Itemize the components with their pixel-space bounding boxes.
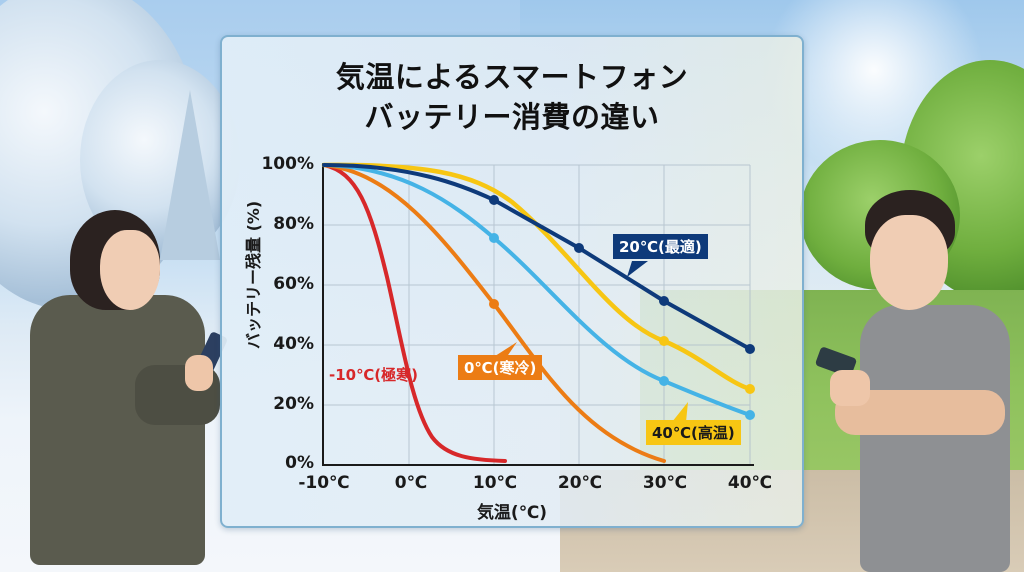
annotation-minus10-extreme-cold: -10℃(極寒)	[329, 366, 418, 384]
axes	[322, 163, 754, 466]
annotation-40c-hot: 40℃(高温)	[646, 420, 741, 445]
series-yellow-line	[321, 162, 753, 392]
face	[100, 230, 160, 310]
title-line-1: 気温によるスマートフォン	[335, 60, 689, 94]
woman-in-winter-coat	[25, 205, 229, 572]
callout-pointer-20c	[627, 261, 648, 277]
man-in-tshirt	[814, 190, 1024, 572]
line-plot	[321, 162, 755, 466]
y-tick: 100%	[261, 154, 314, 174]
callout-pointer-0c	[492, 342, 517, 358]
gray-tshirt	[860, 305, 1010, 572]
x-tick: 40℃	[727, 473, 773, 493]
series-minus10-line	[322, 163, 507, 463]
y-tick: 80%	[273, 214, 314, 234]
hand	[185, 355, 213, 391]
x-axis-label: 気温(℃)	[476, 503, 548, 523]
y-tick: 60%	[273, 274, 314, 294]
y-tick: 20%	[273, 394, 314, 414]
face	[870, 215, 948, 310]
x-tick: 20℃	[557, 473, 603, 493]
x-tick: -10℃	[298, 473, 350, 493]
y-tick: 40%	[273, 334, 314, 354]
chart-title: 気温によるスマートフォン バッテリー消費の違い	[222, 57, 802, 137]
callout-pointer-40c	[672, 402, 688, 422]
down-jacket	[30, 295, 205, 565]
hand	[830, 370, 870, 406]
chart-panel: 気温によるスマートフォン バッテリー消費の違い バッテリー残量 (%) 100%…	[220, 35, 804, 528]
series-lightblue-line	[322, 163, 752, 417]
annotation-20c-optimal: 20℃(最適)	[613, 234, 708, 259]
annotation-0c-cold: 0℃(寒冷)	[458, 355, 543, 380]
x-tick: 0℃	[394, 473, 428, 493]
snowy-pine	[160, 90, 220, 260]
x-tick: 10℃	[472, 473, 518, 493]
y-tick: 0%	[285, 453, 314, 473]
x-tick: 30℃	[642, 473, 688, 493]
title-line-2: バッテリー消費の違い	[364, 100, 660, 134]
data-markers	[489, 195, 755, 420]
